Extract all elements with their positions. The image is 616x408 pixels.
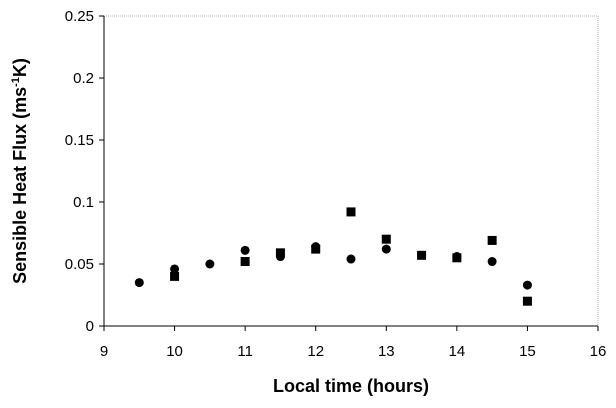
data-point-square: [275, 248, 285, 258]
data-point-square: [381, 234, 391, 244]
data-point-square: [170, 271, 180, 281]
data-point-square: [311, 244, 321, 254]
data-point-circle: [205, 259, 215, 269]
data-point-square: [487, 235, 497, 245]
data-point-square: [522, 296, 532, 306]
data-point-square: [417, 250, 427, 260]
data-point-square: [346, 207, 356, 217]
y-tick-label: 0.2: [73, 70, 94, 87]
x-tick-label: 15: [519, 343, 536, 360]
points-group: [134, 207, 532, 306]
y-axis-title-main: Sensible Heat Flux (ms: [10, 87, 30, 284]
x-tick-label: 13: [378, 343, 395, 360]
y-axis-title: Sensible Heat Flux (ms-1K): [10, 58, 30, 284]
x-tick-label: 16: [590, 343, 607, 360]
tick-group: 9 10 11 12 13 14 15 16 0 0.05 0.1 0.15 0.2 0.25: [65, 8, 607, 360]
x-tick-label: 10: [166, 343, 183, 360]
x-tick-label: 9: [100, 343, 108, 360]
x-axis-title: Local time (hours): [273, 376, 429, 396]
x-tick-label: 12: [307, 343, 324, 360]
y-axis-title-end: K): [10, 58, 30, 77]
x-tick-label: 11: [237, 343, 253, 360]
data-point-circle: [240, 245, 250, 255]
y-tick-label: 0.05: [65, 256, 94, 273]
data-point-circle: [134, 278, 144, 288]
data-point-circle: [381, 244, 391, 254]
data-point-circle: [487, 257, 497, 267]
y-tick-label: 0.25: [65, 8, 94, 25]
y-axis-title-sup: -1: [10, 77, 22, 87]
data-point-circle: [170, 264, 180, 274]
data-point-square: [240, 257, 250, 267]
y-tick-label: 0.15: [65, 132, 94, 149]
x-tick-label: 14: [449, 343, 466, 360]
data-point-circle: [522, 280, 532, 290]
y-tick-label: 0: [86, 318, 94, 335]
y-tick-label: 0.1: [73, 194, 94, 211]
data-point-circle: [346, 254, 356, 264]
data-point-square: [452, 253, 462, 263]
